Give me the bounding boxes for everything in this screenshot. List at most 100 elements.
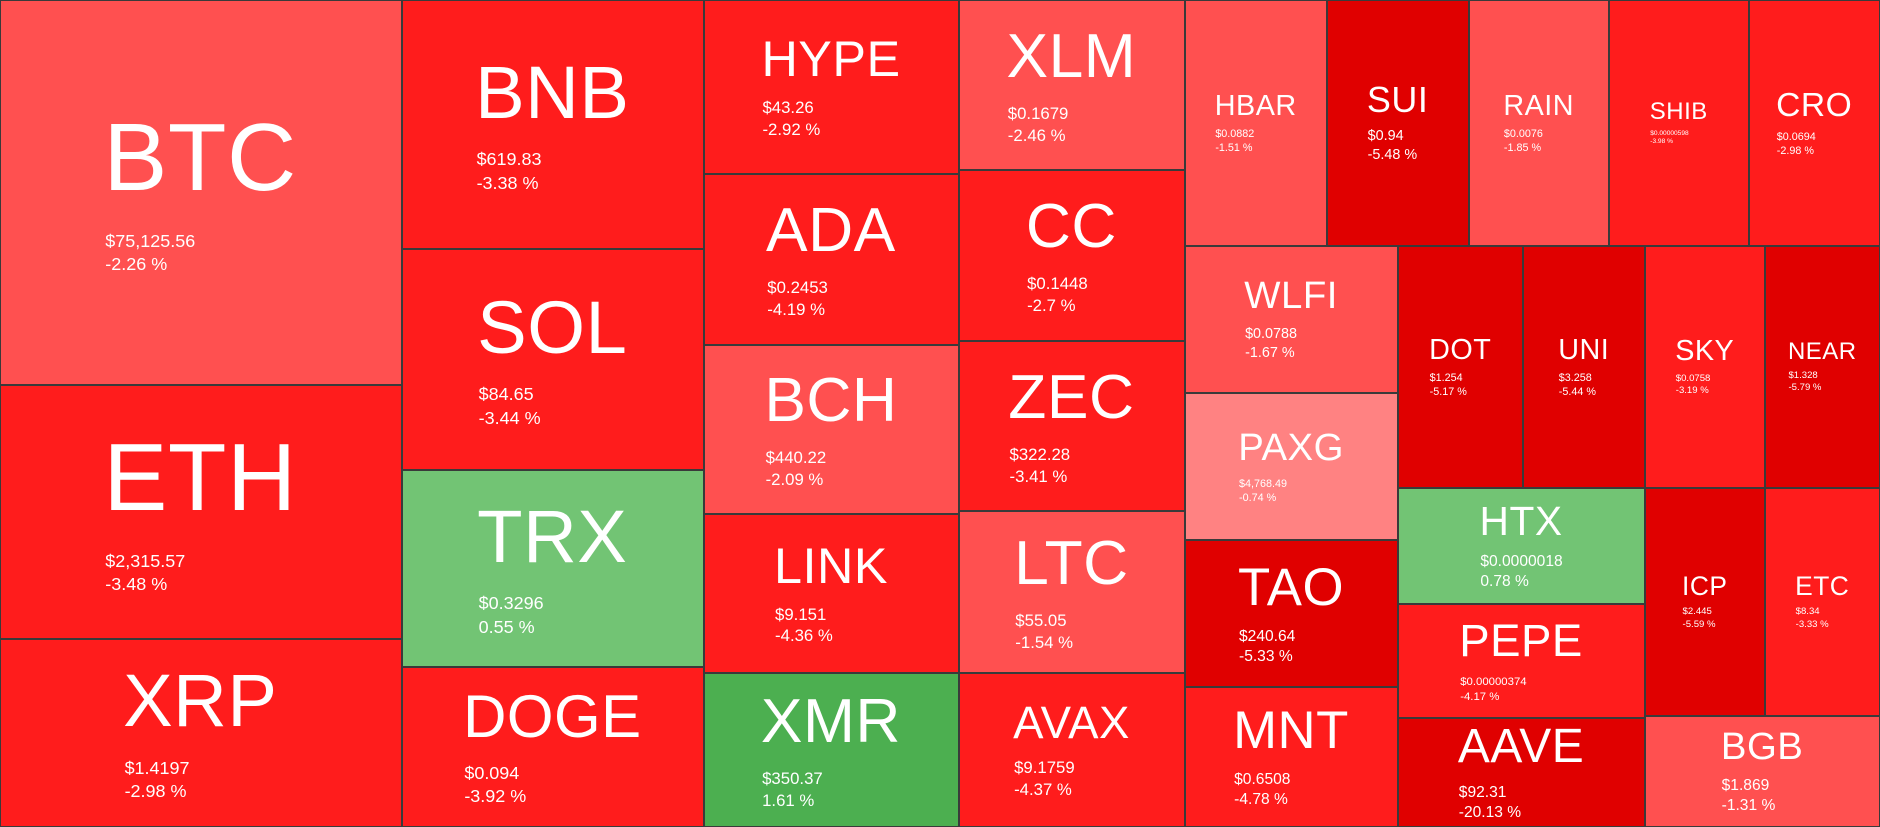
tile-aave[interactable]: AAVE $92.31 -20.13 % <box>1398 718 1645 827</box>
tile-avax[interactable]: AVAX $9.1759 -4.37 % <box>959 673 1185 827</box>
coin-change: -3.41 % <box>1009 466 1068 486</box>
tile-content: CRO $0.0694 -2.98 % <box>1776 86 1853 159</box>
tile-content: BGB $1.869 -1.31 % <box>1720 724 1804 816</box>
coin-symbol: BTC <box>103 104 297 212</box>
tile-doge[interactable]: DOGE $0.094 -3.92 % <box>402 667 704 827</box>
coin-symbol: ICP <box>1682 570 1728 601</box>
coin-change: -3.33 % <box>1795 618 1829 630</box>
tile-content: LINK $9.151 -4.36 % <box>774 536 888 648</box>
coin-price: $2.445 <box>1682 606 1712 618</box>
coin-symbol: HYPE <box>761 30 901 88</box>
coin-symbol: HBAR <box>1214 89 1297 122</box>
tile-content: SHIB $0.00000598 -3.98 % <box>1650 99 1707 147</box>
tile-link[interactable]: LINK $9.151 -4.36 % <box>704 514 959 673</box>
tile-xrp[interactable]: XRP $1.4197 -2.98 % <box>0 639 402 827</box>
coin-symbol: DOGE <box>463 682 642 750</box>
coin-change: -3.98 % <box>1650 138 1673 146</box>
tile-cro[interactable]: CRO $0.0694 -2.98 % <box>1749 0 1880 246</box>
tile-ada[interactable]: ADA $0.2453 -4.19 % <box>704 174 959 345</box>
coin-symbol: BCH <box>764 366 898 436</box>
tile-content: XMR $350.37 1.61 % <box>761 688 901 812</box>
coin-symbol: SOL <box>477 285 628 369</box>
coin-change: -3.48 % <box>105 573 168 594</box>
tile-htx[interactable]: HTX $0.0000018 0.78 % <box>1398 488 1645 604</box>
tile-xlm[interactable]: XLM $0.1679 -2.46 % <box>959 0 1185 170</box>
tile-near[interactable]: NEAR $1.328 -5.79 % <box>1765 246 1880 488</box>
coin-symbol: XRP <box>123 659 278 743</box>
tile-ltc[interactable]: LTC $55.05 -1.54 % <box>959 511 1185 673</box>
coin-change: -5.79 % <box>1788 382 1822 394</box>
coin-symbol: UNI <box>1558 333 1610 366</box>
tile-pepe[interactable]: PEPE $0.00000374 -4.17 % <box>1398 604 1645 718</box>
tile-wlfi[interactable]: WLFI $0.0788 -1.67 % <box>1185 246 1398 393</box>
coin-change: -1.54 % <box>1015 632 1074 652</box>
coin-symbol: HTX <box>1479 497 1563 544</box>
tile-mnt[interactable]: MNT $0.6508 -4.78 % <box>1185 687 1398 827</box>
coin-change: -1.31 % <box>1721 796 1776 814</box>
tile-content: ICP $2.445 -5.59 % <box>1682 570 1728 631</box>
tile-content: BTC $75,125.56 -2.26 % <box>103 104 297 277</box>
coin-price: $0.0000018 <box>1480 552 1563 570</box>
tile-content: BCH $440.22 -2.09 % <box>764 366 898 491</box>
coin-symbol: WLFI <box>1244 274 1338 318</box>
tile-hbar[interactable]: HBAR $0.0882 -1.51 % <box>1185 0 1327 246</box>
coin-price: $322.28 <box>1009 444 1071 464</box>
coin-price: $2,315.57 <box>105 550 186 571</box>
coin-change: -5.48 % <box>1367 146 1418 163</box>
coin-price: $240.64 <box>1239 627 1296 645</box>
coin-price: $619.83 <box>476 149 542 170</box>
tile-tao[interactable]: TAO $240.64 -5.33 % <box>1185 540 1398 687</box>
tile-eth[interactable]: ETH $2,315.57 -3.48 % <box>0 385 402 639</box>
tile-content: WLFI $0.0788 -1.67 % <box>1244 274 1338 362</box>
coin-change: -4.19 % <box>767 300 826 320</box>
coin-price: $0.94 <box>1367 128 1404 145</box>
coin-price: $0.2453 <box>767 278 828 298</box>
coin-change: -5.44 % <box>1558 386 1596 399</box>
tile-trx[interactable]: TRX $0.3296 0.55 % <box>402 470 704 667</box>
tile-hype[interactable]: HYPE $43.26 -2.92 % <box>704 0 959 174</box>
coin-price: $0.1679 <box>1007 103 1069 123</box>
coin-price: $55.05 <box>1015 610 1067 630</box>
coin-symbol: BGB <box>1720 724 1804 768</box>
tile-sol[interactable]: SOL $84.65 -3.44 % <box>402 249 704 470</box>
tile-shib[interactable]: SHIB $0.00000598 -3.98 % <box>1609 0 1749 246</box>
tile-content: ETH $2,315.57 -3.48 % <box>103 427 296 597</box>
tile-zec[interactable]: ZEC $322.28 -3.41 % <box>959 341 1185 511</box>
coin-symbol: LINK <box>774 536 888 594</box>
tile-dot[interactable]: DOT $1.254 -5.17 % <box>1398 246 1523 488</box>
tile-sui[interactable]: SUI $0.94 -5.48 % <box>1327 0 1469 246</box>
coin-symbol: CRO <box>1776 86 1853 124</box>
tile-etc[interactable]: ETC $8.34 -3.33 % <box>1765 488 1880 716</box>
tile-content: SOL $84.65 -3.44 % <box>477 285 628 430</box>
tile-uni[interactable]: UNI $3.258 -5.44 % <box>1523 246 1645 488</box>
coin-price: $1.869 <box>1721 776 1770 794</box>
coin-change: -2.92 % <box>762 119 821 139</box>
tile-btc[interactable]: BTC $75,125.56 -2.26 % <box>0 0 402 385</box>
coin-change: -4.36 % <box>775 626 833 646</box>
coin-change: 0.55 % <box>478 616 535 637</box>
coin-price: $440.22 <box>765 448 827 468</box>
tile-content: XLM $0.1679 -2.46 % <box>1006 21 1137 147</box>
coin-price: $43.26 <box>762 98 814 118</box>
tile-rain[interactable]: RAIN $0.0076 -1.85 % <box>1469 0 1609 246</box>
tile-paxg[interactable]: PAXG $4,768.49 -0.74 % <box>1185 393 1398 540</box>
coin-price: $0.3296 <box>478 593 544 614</box>
tile-content: NEAR $1.328 -5.79 % <box>1788 339 1856 394</box>
tile-icp[interactable]: ICP $2.445 -5.59 % <box>1645 488 1765 716</box>
coin-change: -5.17 % <box>1429 386 1467 399</box>
tile-content: AVAX $9.1759 -4.37 % <box>1013 699 1130 800</box>
tile-sky[interactable]: SKY $0.0758 -3.19 % <box>1645 246 1765 488</box>
tile-cc[interactable]: CC $0.1448 -2.7 % <box>959 170 1185 341</box>
tile-content: SUI $0.94 -5.48 % <box>1366 79 1429 164</box>
tile-bnb[interactable]: BNB $619.83 -3.38 % <box>402 0 704 249</box>
coin-price: $0.0694 <box>1776 131 1816 144</box>
tile-xmr[interactable]: XMR $350.37 1.61 % <box>704 673 959 827</box>
coin-symbol: SUI <box>1366 79 1429 121</box>
coin-symbol: XLM <box>1006 21 1137 91</box>
tile-bch[interactable]: BCH $440.22 -2.09 % <box>704 345 959 514</box>
tile-content: HYPE $43.26 -2.92 % <box>761 30 901 141</box>
coin-symbol: NEAR <box>1787 338 1857 366</box>
coin-price: $92.31 <box>1458 783 1507 801</box>
tile-bgb[interactable]: BGB $1.869 -1.31 % <box>1645 716 1880 827</box>
